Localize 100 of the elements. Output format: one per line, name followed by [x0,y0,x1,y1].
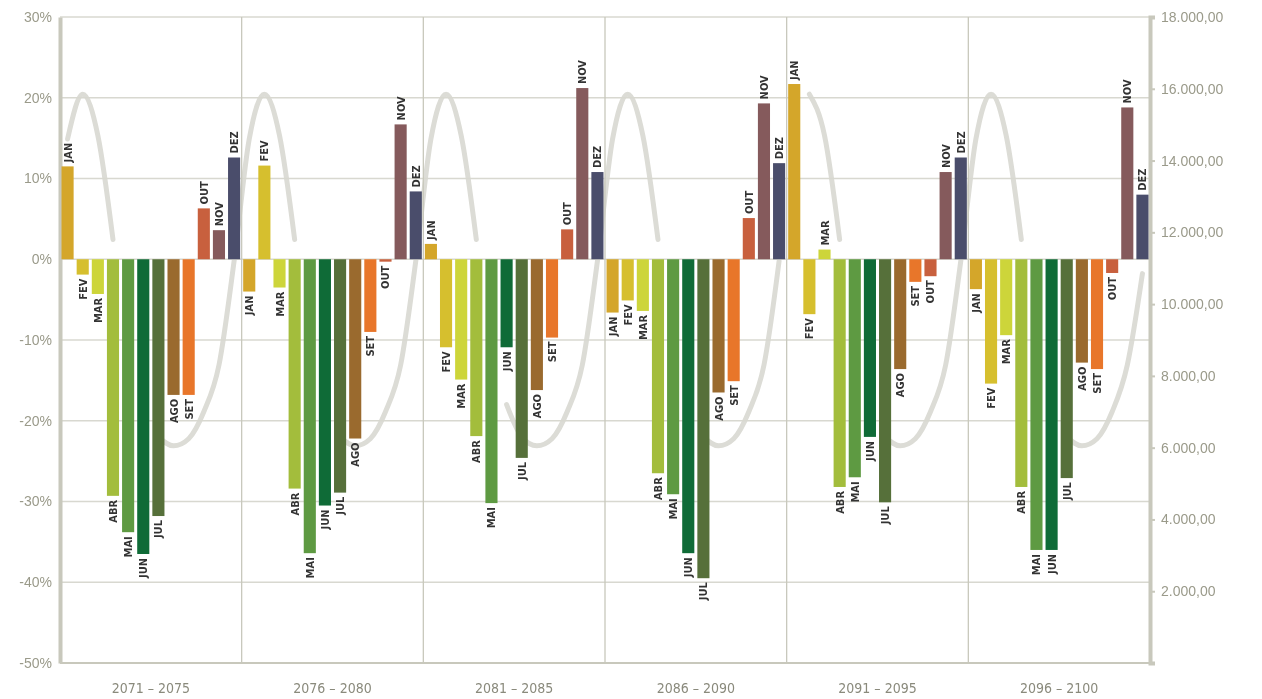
y-tick-label: -20% [19,412,52,429]
x-tick-label: OUT [197,180,211,205]
text: 2071 – 2075 [111,680,191,696]
bar [197,208,210,260]
bar [273,259,286,288]
bar [788,84,801,260]
x-tick-label: JUL [515,461,529,481]
bar [1090,259,1104,370]
x-tick-label: DEZ [409,165,423,188]
bar [349,259,362,439]
x-tick-label: JUL [879,505,893,526]
x-tick-label: AGO [712,396,726,421]
bar [409,191,422,260]
bar [106,259,120,496]
bar [334,259,347,493]
y2-tick-label: 14.000,00 [1161,152,1224,169]
bar [879,259,892,503]
y2-tick-label: 6.000,00 [1161,439,1216,456]
bar [984,259,998,384]
bar [364,259,377,332]
x-tick-label: MAR [455,383,469,409]
bar [954,157,967,260]
x-tick-label: FEV [440,350,454,373]
bar [712,259,725,393]
bar [243,259,256,292]
x-tick-label: AGO [894,373,908,398]
bar [1000,259,1013,336]
bar [122,259,135,533]
bar [288,259,301,489]
x-tick-label: NOV [757,75,771,100]
bar [909,259,922,282]
x-tick-label: JAN [606,316,620,338]
bar [818,249,831,260]
x-tick-label: OUT [561,201,575,226]
bar [1015,259,1028,487]
bar [515,259,528,458]
x-tick-label: AGO [530,394,544,419]
x-tick-label: MAI [667,498,681,520]
y-tick-label: -50% [19,654,52,671]
y2-tick-label: 10.000,00 [1161,296,1224,313]
x-tick-label: NOV [212,201,226,227]
x-tick-label: JUN [1045,553,1059,575]
bar [651,259,665,474]
x-tick-label: JUL [334,495,348,516]
bar [969,259,982,290]
x-tick-label: ABR [651,476,665,501]
x-tick-label: MAI [122,536,136,558]
text: 2086 – 2090 [656,680,736,696]
x-tick-label: NOV [939,143,953,169]
bar [152,259,165,517]
y-tick-label: -30% [19,493,52,510]
bar [303,259,316,554]
x-tick-label: FEV [803,317,817,340]
bar [606,259,619,313]
x-tick-label: FEV [258,140,272,162]
x-tick-label: NOV [1121,79,1135,104]
y2-tick-label: 18.000,00 [1161,8,1224,25]
bar [1136,194,1149,260]
x-tick-label: FEV [76,278,90,300]
bar [833,259,846,487]
bar [1045,259,1058,550]
bar [500,259,513,348]
x-tick-label: SET [727,384,741,406]
y-tick-label: 20% [23,89,52,106]
bar [137,259,150,554]
y2-tick-label: 2.000,00 [1161,583,1216,600]
x-tick-label: FEV [985,387,999,409]
bar [727,259,740,382]
x-tick-label: MAR [636,314,650,341]
x-tick-label: DEZ [228,131,242,154]
bar [863,259,876,437]
x-tick-label: MAI [485,507,499,529]
bar [591,172,604,260]
x-tick-label: DEZ [1136,168,1150,191]
x-tick-label: SET [909,285,923,307]
x-tick-label: JUN [137,557,151,579]
bar [576,88,589,260]
x-tick-label: JAN [424,220,438,241]
x-tick-label: JUL [697,581,711,602]
y-tick-label: 30% [23,8,52,25]
bar [803,259,816,315]
y-tick-label: -10% [19,331,52,348]
x-tick-label: JUN [318,509,332,531]
y2-tick-label: 8.000,00 [1161,367,1216,384]
y-tick-label: -40% [19,574,52,591]
x-tick-label: MAR [91,297,105,324]
bar [470,259,483,437]
bar [924,259,937,277]
x-tick-label: OUT [924,279,938,304]
y2-tick-label: 12.000,00 [1161,224,1224,241]
y2-tick-label: 4.000,00 [1161,511,1216,528]
bar [848,259,861,478]
x-tick-label: ABR [1015,490,1029,514]
x-tick-label: SET [364,335,378,357]
x-tick-label: FEV [621,304,635,326]
x-tick-label: DEZ [591,145,605,169]
x-tick-label: DEZ [954,131,968,154]
x-tick-label: JAN [788,60,802,82]
x-tick-label: AGO [1075,366,1089,391]
text: 2076 – 2080 [293,680,372,696]
